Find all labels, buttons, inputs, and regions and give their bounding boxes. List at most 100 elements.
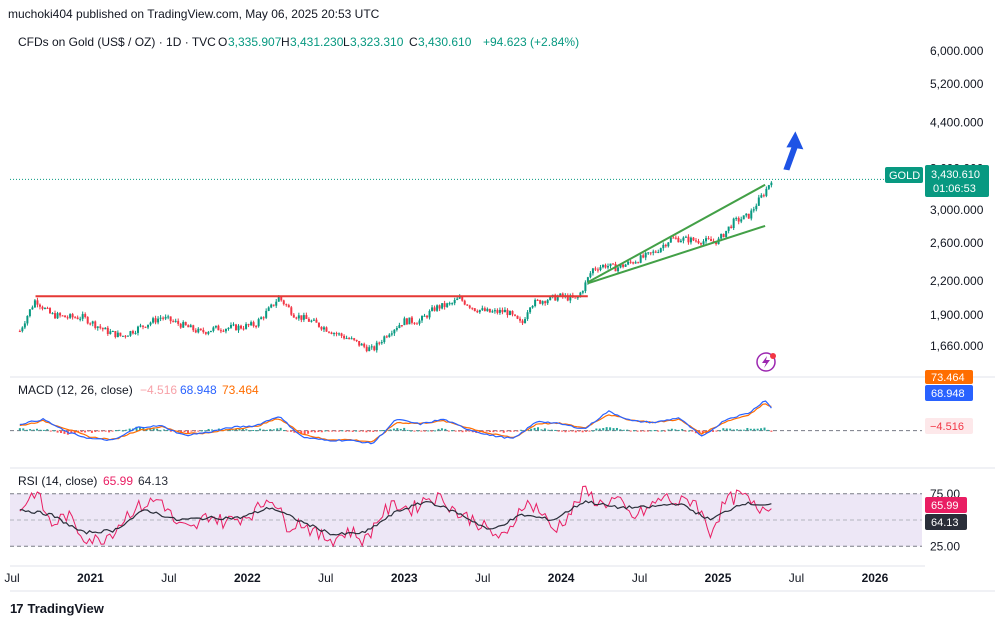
- macd-histogram-bar: [180, 430, 183, 433]
- macd-histogram-bar: [101, 430, 104, 432]
- price-candle: [752, 209, 755, 211]
- price-candle: [473, 308, 476, 312]
- price-candle: [574, 297, 577, 299]
- macd-histogram-bar: [653, 429, 656, 431]
- price-candle: [282, 300, 285, 305]
- macd-histogram-bar: [688, 430, 691, 432]
- macd-histogram-bar: [444, 428, 447, 431]
- macd-histogram-bar: [574, 430, 577, 433]
- price-candle: [247, 324, 250, 326]
- legend-open: 3,335.907: [228, 35, 282, 49]
- macd-histogram-bar: [753, 428, 756, 431]
- lower-trend-line: [587, 224, 766, 285]
- footer-brand[interactable]: 17 TradingView: [10, 601, 104, 616]
- price-candle: [398, 325, 401, 329]
- price-candle: [549, 296, 552, 301]
- macd-histogram-bar: [423, 430, 426, 432]
- price-candle: [639, 255, 642, 263]
- macd-histogram-bar: [337, 430, 340, 432]
- price-candle: [443, 303, 446, 307]
- macd-histogram-bar: [320, 430, 323, 433]
- price-candle: [684, 236, 687, 238]
- rsi-badge: [925, 497, 967, 513]
- macd-histogram-bar: [605, 427, 608, 431]
- macd-histogram-bar: [307, 430, 310, 434]
- price-candle: [106, 327, 109, 334]
- macd-histogram-bar: [458, 430, 461, 432]
- macd-histogram-bar: [241, 428, 244, 431]
- macd-histogram-bar: [677, 429, 680, 431]
- price-candle: [607, 266, 610, 268]
- price-candle: [687, 236, 690, 243]
- price-candle: [134, 332, 137, 334]
- price-axis[interactable]: 6,000.0005,200.0004,400.0003,600.0003,00…: [930, 44, 984, 353]
- macd-histogram-bar: [334, 430, 337, 432]
- macd-histogram-bar: [591, 430, 594, 432]
- macd-histogram-bar: [427, 430, 430, 432]
- rsi-ma-value: 64.13: [138, 474, 168, 488]
- price-candle: [599, 267, 602, 271]
- macd-histogram-bar: [530, 428, 533, 431]
- price-candle: [458, 296, 461, 299]
- price-candle: [31, 307, 34, 310]
- price-candle: [79, 318, 82, 320]
- drawings[interactable]: [35, 131, 804, 298]
- price-candle: [136, 326, 139, 333]
- price-candle: [217, 325, 220, 331]
- macd-histogram-bar: [485, 430, 488, 432]
- macd-pane: [10, 400, 922, 445]
- price-candle: [657, 252, 660, 254]
- macd-histogram-bar: [300, 430, 303, 434]
- macd-histogram-bar: [742, 429, 745, 431]
- macd-histogram-bar: [674, 429, 677, 431]
- price-candle: [682, 237, 685, 241]
- price-candle: [131, 331, 134, 334]
- price-candle: [114, 331, 117, 338]
- macd-histogram-bar: [90, 430, 93, 433]
- price-candle: [466, 304, 469, 306]
- time-axis[interactable]: Jul 2021 Jul 2022 Jul 2023 Jul 2024 Jul 2025 Jul 20…: [4, 571, 888, 585]
- price-candle: [531, 305, 534, 308]
- macd-histogram-bar: [564, 430, 567, 433]
- macd-histogram-bar: [513, 430, 516, 432]
- price-candle: [61, 315, 64, 317]
- price-candle: [519, 318, 522, 321]
- event-marker-icon[interactable]: [756, 352, 776, 372]
- price-candle: [285, 304, 288, 306]
- macd-histogram-bar: [355, 430, 358, 432]
- ticker-label: GOLD: [889, 170, 920, 182]
- price-candle: [511, 311, 514, 315]
- macd-histogram-bar: [252, 430, 255, 432]
- macd-histogram-bar: [410, 430, 413, 432]
- price-candle: [51, 313, 54, 315]
- macd-histogram-bar: [749, 428, 752, 431]
- price-candle: [735, 218, 738, 220]
- price-candle: [491, 311, 494, 313]
- macd-histogram-bar: [540, 429, 543, 431]
- macd-histogram-bar: [389, 429, 392, 431]
- price-candle: [481, 308, 484, 310]
- price-candle: [556, 296, 559, 301]
- macd-histogram-bar: [447, 430, 450, 432]
- price-candle: [566, 295, 569, 301]
- macd-histogram-bar: [725, 428, 728, 431]
- price-candle: [129, 331, 132, 336]
- macd-histogram-bar: [626, 429, 629, 431]
- price-candle: [287, 305, 290, 308]
- price-candle: [272, 304, 275, 306]
- macd-histogram-bar: [344, 430, 347, 432]
- price-candle: [378, 342, 381, 344]
- price-candle: [388, 334, 391, 338]
- macd-histogram-bar: [609, 427, 612, 431]
- macd-histogram-bar: [461, 430, 464, 433]
- macd-histogram-bar: [46, 429, 49, 431]
- macd-histogram-bar: [331, 430, 334, 432]
- price-candle: [539, 300, 542, 304]
- price-candle: [385, 336, 388, 338]
- price-candle: [325, 327, 328, 332]
- macd-histogram-bar: [499, 430, 502, 432]
- macd-histogram-bar: [22, 428, 25, 431]
- price-candle: [207, 332, 210, 334]
- macd-histogram-bar: [639, 430, 642, 432]
